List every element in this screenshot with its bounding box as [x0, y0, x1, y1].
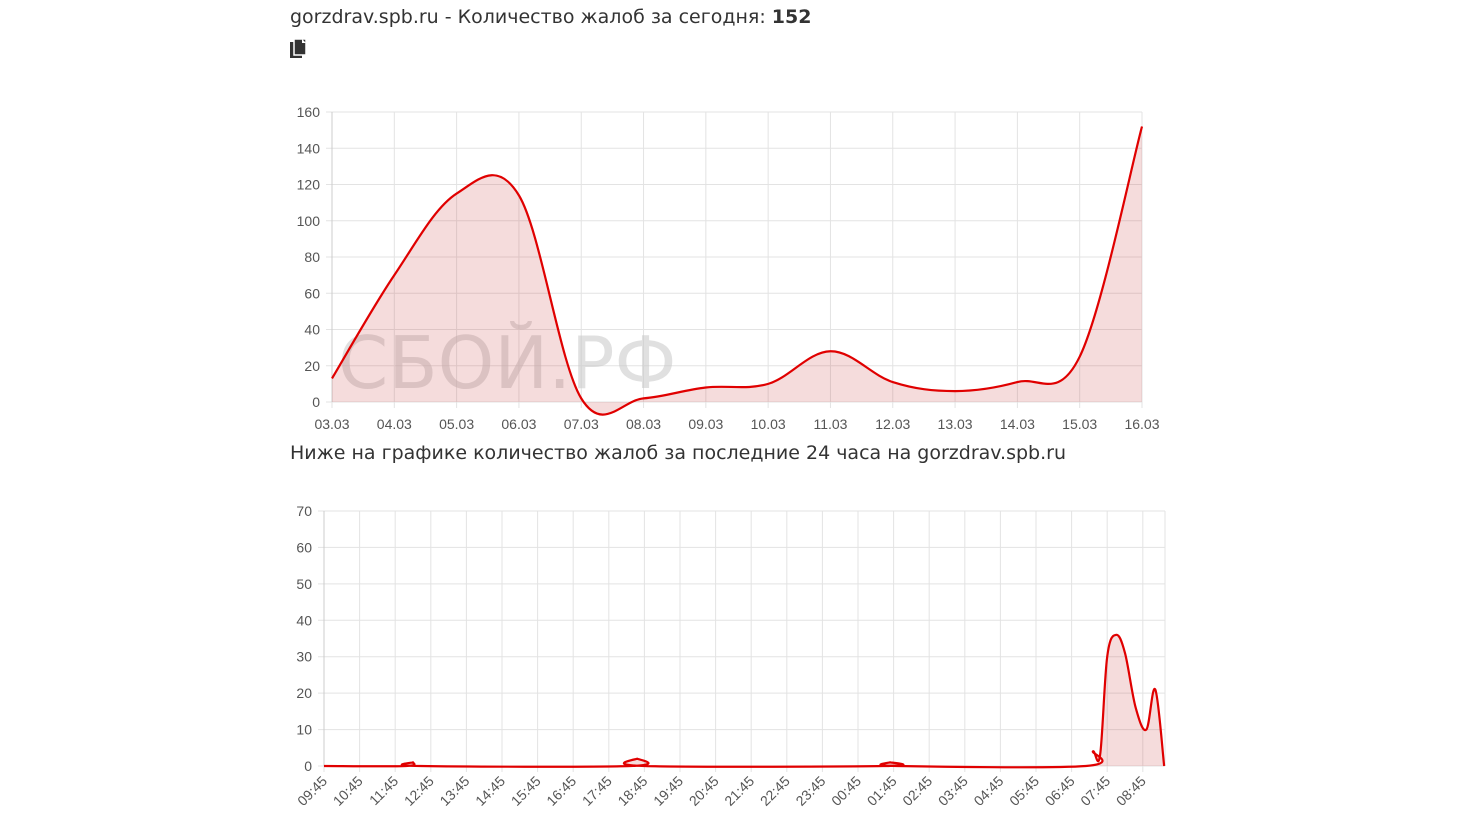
x-tick-label: 01:45 [864, 773, 900, 809]
y-tick-label: 160 [297, 104, 321, 120]
x-tick-label: 19:45 [650, 773, 686, 809]
y-tick-label: 100 [297, 213, 321, 229]
x-tick-label: 22:45 [757, 773, 793, 809]
x-tick-label: 11.03 [813, 416, 847, 432]
y-tick-label: 140 [297, 140, 321, 156]
y-tick-label: 0 [312, 394, 320, 410]
y-tick-label: 30 [296, 649, 312, 665]
x-tick-label: 07.03 [564, 416, 599, 432]
y-tick-label: 20 [304, 358, 320, 374]
x-tick-label: 14:45 [472, 773, 508, 809]
x-tick-label: 12:45 [401, 773, 437, 809]
y-tick-label: 60 [296, 539, 312, 555]
complaints-count: 152 [771, 6, 812, 28]
x-tick-label: 20:45 [686, 773, 722, 809]
x-tick-label: 16:45 [543, 773, 579, 809]
copy-icon[interactable] [289, 38, 309, 60]
x-tick-label: 23:45 [792, 773, 828, 809]
y-tick-label: 10 [296, 722, 312, 738]
x-tick-label: 21:45 [721, 773, 757, 809]
daily-complaints-chart: 0 20 40 60 80 100 120 140 160 03.03 04.03 05.03 06.0… [297, 104, 1160, 432]
x-tick-label: 17:45 [579, 773, 615, 809]
series-area [332, 126, 1142, 415]
y-tick-label: 70 [296, 503, 312, 519]
x-tick-label: 15.03 [1062, 416, 1097, 432]
y-tick-label: 40 [304, 322, 320, 338]
x-tick-label: 13.03 [938, 416, 973, 432]
x-tick-label: 14.03 [1000, 416, 1035, 432]
x-tick-label: 18:45 [614, 773, 650, 809]
y-tick-label: 0 [304, 758, 312, 774]
x-tick-label: 12.03 [875, 416, 910, 432]
page-title: gorzdrav.spb.ru - Количество жалоб за се… [290, 6, 811, 28]
x-tick-label: 04:45 [970, 773, 1006, 809]
x-tick-label: 08.03 [626, 416, 661, 432]
x-tick-label: 05:45 [1006, 773, 1042, 809]
y-tick-label: 40 [296, 612, 312, 628]
y-tick-label: 20 [296, 685, 312, 701]
x-tick-label: 09.03 [688, 416, 723, 432]
x-tick-label: 06:45 [1042, 773, 1078, 809]
x-tick-label: 11:45 [366, 773, 402, 809]
x-tick-label: 10.03 [751, 416, 786, 432]
x-tick-label: 03:45 [935, 773, 971, 809]
x-tick-label: 02:45 [899, 773, 935, 809]
x-tick-label: 05.03 [439, 416, 474, 432]
x-tick-label: 07:45 [1077, 773, 1113, 809]
y-tick-label: 50 [296, 576, 312, 592]
y-tick-label: 80 [304, 249, 320, 265]
x-tick-label: 09:45 [294, 773, 330, 809]
title-prefix: gorzdrav.spb.ru - Количество жалоб за се… [290, 6, 766, 28]
x-tick-label: 10:45 [330, 773, 366, 809]
x-tick-label: 06.03 [501, 416, 536, 432]
y-tick-label: 60 [304, 285, 320, 301]
y-tick-label: 120 [297, 177, 321, 193]
x-tick-label: 15:45 [508, 773, 544, 809]
x-tick-label: 00:45 [828, 773, 864, 809]
series-area [324, 634, 1165, 768]
x-tick-label: 08:45 [1113, 773, 1149, 809]
x-tick-label: 03.03 [314, 416, 349, 432]
watermark: СБОЙ.РФ [338, 321, 676, 405]
x-tick-label: 16.03 [1124, 416, 1159, 432]
series-line [323, 633, 1166, 769]
hourly-chart-caption: Ниже на графике количество жалоб за посл… [290, 442, 1067, 464]
x-tick-label: 04.03 [377, 416, 412, 432]
x-tick-label: 13:45 [436, 773, 472, 809]
